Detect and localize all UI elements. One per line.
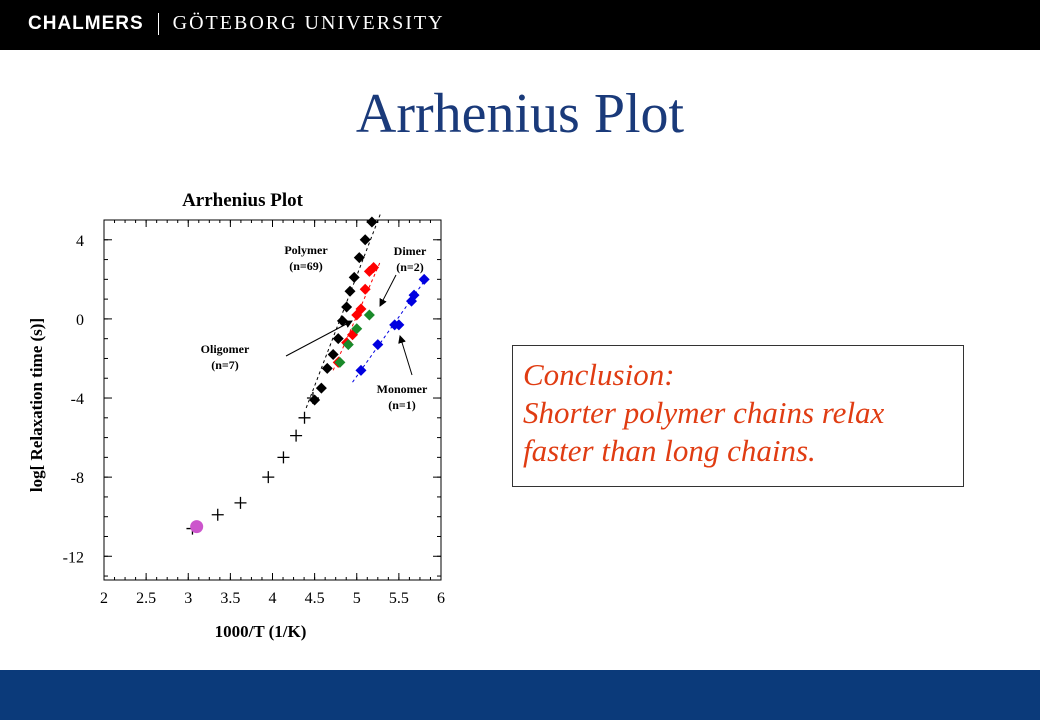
polymer-point <box>353 252 365 264</box>
y-tick-label: -12 <box>63 549 84 566</box>
y-axis-label: log[ Relaxation time (s)] <box>27 318 46 492</box>
monomer-point <box>418 273 430 285</box>
annotation-arrow <box>285 320 353 357</box>
polymer-point <box>309 394 321 406</box>
brand-goteborg: GÖTEBORG UNIVERSITY <box>172 12 445 34</box>
x-tick-label: 4 <box>269 590 277 607</box>
x-tick-label: 2 <box>100 590 108 607</box>
annotation-label: (n=2) <box>396 260 424 274</box>
cross-point <box>277 451 290 464</box>
x-tick-label: 3.5 <box>220 590 240 607</box>
cross-point <box>211 508 224 521</box>
annotation-label: Polymer <box>284 243 328 257</box>
x-tick-label: 3 <box>184 590 192 607</box>
annotation-arrow <box>398 335 413 376</box>
x-tick-label: 5 <box>353 590 361 607</box>
brand-divider <box>157 12 159 35</box>
x-tick-label: 5.5 <box>389 590 409 607</box>
y-tick-label: 4 <box>76 233 84 250</box>
polymer-point <box>366 216 378 228</box>
x-axis-label: 1000/T (1/K) <box>215 622 307 641</box>
oligomer-point <box>334 356 346 368</box>
cross-point <box>234 496 247 509</box>
annotation-label: Oligomer <box>201 342 250 356</box>
dimer-point <box>368 261 380 273</box>
dimer-point <box>359 283 371 295</box>
annotation-label: Dimer <box>394 244 427 258</box>
conclusion-box: Conclusion: Shorter polymer chains relax… <box>512 345 964 487</box>
conclusion-line: faster than long chains. <box>523 433 816 468</box>
polymer-point <box>332 333 344 345</box>
polymer-point <box>327 349 339 361</box>
monomer-point <box>355 364 367 376</box>
x-tick-label: 4.5 <box>305 590 325 607</box>
y-tick-label: -4 <box>71 391 84 408</box>
slide-title: Arrhenius Plot <box>355 83 685 145</box>
header-bar: CHALMERS GÖTEBORG UNIVERSITY <box>0 0 1040 50</box>
x-tick-label: 2.5 <box>136 590 156 607</box>
fit-line-dimer <box>332 261 381 371</box>
annotation-arrow <box>379 274 397 307</box>
polymer-point <box>336 315 348 327</box>
polymer-point <box>315 382 327 394</box>
arrhenius-chart: Arrhenius Plot 1000/T (1/K) log[ Relaxatio… <box>27 190 445 641</box>
cross-point <box>298 411 311 424</box>
brand-chalmers: CHALMERS <box>28 12 144 34</box>
polymer-point <box>321 362 333 374</box>
annotation-label: (n=1) <box>388 398 416 412</box>
polymer-point <box>341 301 353 313</box>
university-logo: CHALMERS GÖTEBORG UNIVERSITY <box>28 12 445 35</box>
monomer-point <box>393 319 405 331</box>
y-tick-label: -8 <box>71 470 84 487</box>
oligomer-point <box>342 339 354 351</box>
oligomer-point <box>363 309 375 321</box>
circle-point <box>190 520 204 534</box>
oligomer-point <box>351 323 363 335</box>
cross-point <box>290 429 303 442</box>
annotation-label: (n=69) <box>289 259 323 273</box>
cross-point <box>306 392 319 405</box>
polymer-point <box>348 271 360 283</box>
annotation-label: (n=7) <box>211 358 239 372</box>
conclusion-line: Conclusion: <box>523 357 675 392</box>
annotation-label: Monomer <box>377 382 428 396</box>
cross-point <box>262 471 275 484</box>
conclusion-line: Shorter polymer chains relax <box>523 395 885 430</box>
fit-line-polymer <box>305 213 381 409</box>
chart-title: Arrhenius Plot <box>182 190 304 211</box>
y-tick-label: 0 <box>76 312 84 329</box>
monomer-point <box>372 339 384 351</box>
polymer-point <box>344 285 356 297</box>
footer-bar <box>0 670 1040 720</box>
x-tick-label: 6 <box>437 590 445 607</box>
polymer-point <box>359 234 371 246</box>
dimer-point <box>355 303 367 315</box>
